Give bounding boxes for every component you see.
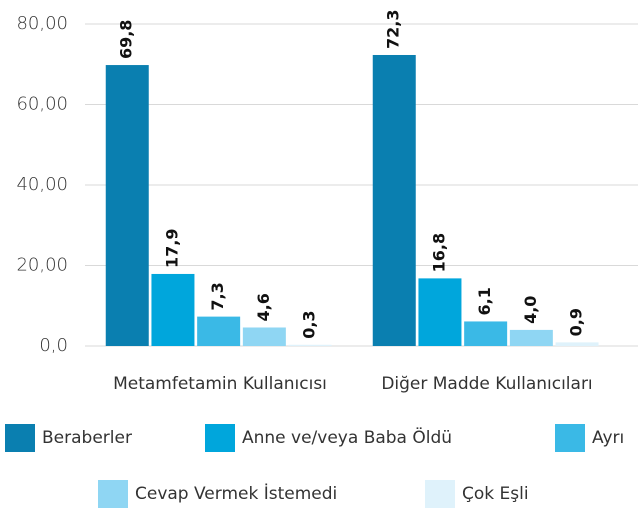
data-label: 6,1: [475, 287, 494, 315]
legend-swatch: [5, 424, 35, 452]
y-tick-label: 80,00: [16, 13, 68, 34]
data-label: 69,8: [117, 20, 136, 59]
y-tick-label: 20,00: [16, 255, 68, 276]
y-tick-label: 40,00: [16, 174, 68, 195]
bar: [197, 316, 241, 346]
data-label: 4,6: [254, 293, 273, 321]
legend-swatch: [205, 424, 235, 452]
data-label: 4,0: [521, 296, 540, 324]
bar: [151, 273, 195, 346]
x-tick-label: Metamfetamin Kullanıcısı: [113, 374, 327, 394]
legend-label: Anne ve/veya Baba Öldü: [242, 426, 452, 448]
bar: [105, 65, 149, 347]
data-label: 16,8: [429, 233, 448, 272]
bar: [242, 327, 286, 346]
legend-label: Beraberler: [42, 428, 132, 448]
bar: [372, 54, 416, 347]
x-tick-label: Diğer Madde Kullanıcıları: [381, 374, 592, 394]
bar: [509, 329, 553, 346]
y-tick-label: 0,0: [39, 335, 68, 356]
bar: [288, 344, 332, 346]
legend-label: Ayrı: [592, 428, 624, 448]
bar: [464, 321, 508, 346]
legend-swatch: [555, 424, 585, 452]
y-tick-label: 60,00: [16, 94, 68, 115]
legend-swatch: [98, 480, 128, 508]
legend-label: Cevap Vermek İstemedi: [135, 483, 337, 504]
data-label: 72,3: [384, 10, 403, 49]
legend-swatch: [425, 480, 455, 508]
data-label: 17,9: [162, 228, 181, 267]
data-label: 0,3: [300, 310, 319, 338]
bar: [418, 278, 462, 346]
legend-label: Çok Eşli: [462, 484, 529, 504]
data-label: 7,3: [208, 282, 227, 310]
data-label: 0,9: [567, 308, 586, 336]
bar: [555, 342, 599, 346]
